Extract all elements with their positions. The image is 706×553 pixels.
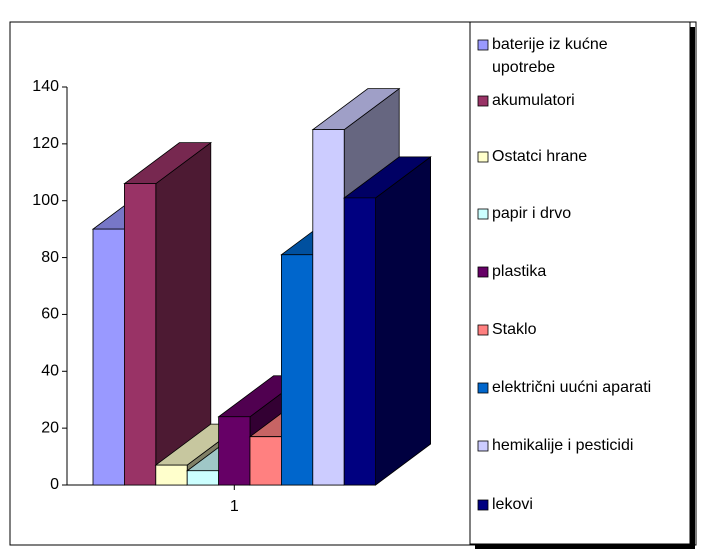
y-tick-label: 60	[41, 306, 59, 323]
legend-swatch	[477, 151, 489, 163]
legend-label: hemikalije i pesticidi	[492, 437, 634, 454]
legend-swatch	[477, 39, 489, 51]
bar	[342, 156, 432, 486]
x-tick-label: 1	[230, 498, 239, 515]
y-tick-label: 100	[32, 192, 59, 209]
bar-front	[280, 254, 314, 486]
bar-front	[343, 197, 377, 486]
bar	[123, 141, 213, 486]
legend-label: električni uućni aparati	[492, 379, 652, 396]
bar-front	[312, 129, 345, 486]
legend-box	[469, 21, 691, 545]
y-tick-label: 140	[32, 78, 59, 95]
bar-front	[218, 416, 251, 486]
bar-front	[92, 228, 125, 486]
legend-label: lekovi	[492, 496, 533, 513]
legend-swatch	[477, 208, 489, 220]
bar-front	[155, 464, 188, 486]
legend-label: Ostatci hrane	[492, 148, 588, 165]
legend-swatch	[477, 95, 489, 107]
bar-front	[249, 436, 282, 486]
legend-swatch	[477, 440, 489, 452]
legend-label: papir i drvo	[492, 205, 572, 222]
y-tick-label: 80	[41, 249, 59, 266]
legend-label: Staklo	[492, 321, 537, 338]
bar-front	[186, 470, 220, 486]
bar-front	[124, 183, 157, 486]
y-tick-label: 120	[32, 135, 59, 152]
legend-swatch	[477, 266, 489, 278]
bar-side	[375, 156, 432, 486]
y-tick-label: 20	[41, 419, 59, 436]
legend-label: plastika	[492, 263, 547, 280]
legend-swatch	[477, 324, 489, 336]
legend-label: baterije iz kućne upotrebe	[492, 36, 608, 76]
legend-label: akumulatori	[492, 92, 575, 109]
y-tick-label: 40	[41, 363, 59, 380]
y-tick-label: 0	[50, 476, 59, 493]
legend-swatch	[477, 382, 489, 394]
legend-swatch	[477, 499, 489, 511]
